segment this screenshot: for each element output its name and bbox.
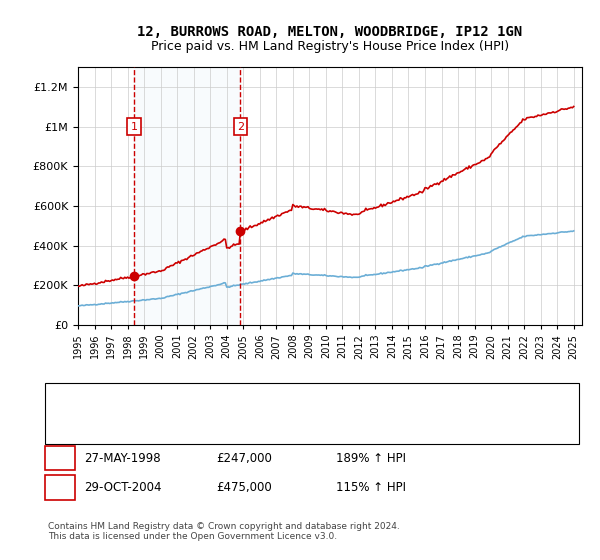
Text: 1: 1 [131,122,137,132]
Text: 2: 2 [56,480,64,494]
Text: £247,000: £247,000 [216,451,272,465]
Text: 12, BURROWS ROAD, MELTON, WOODBRIDGE, IP12 1GN: 12, BURROWS ROAD, MELTON, WOODBRIDGE, IP… [137,25,523,39]
Bar [134,67,241,325]
Text: 2: 2 [237,122,244,132]
Text: 189% ↑ HPI: 189% ↑ HPI [336,451,406,465]
Text: 29-OCT-2004: 29-OCT-2004 [84,480,161,494]
Text: 115% ↑ HPI: 115% ↑ HPI [336,480,406,494]
Text: 12, BURROWS ROAD, MELTON, WOODBRIDGE, IP12 1GN (detached house): 12, BURROWS ROAD, MELTON, WOODBRIDGE, IP… [111,394,498,404]
Text: 27-MAY-1998: 27-MAY-1998 [84,451,161,465]
Text: Contains HM Land Registry data © Crown copyright and database right 2024.
This d: Contains HM Land Registry data © Crown c… [48,522,400,542]
Text: 1: 1 [56,451,64,465]
Text: HPI: Average price, detached house, East Suffolk: HPI: Average price, detached house, East… [111,419,366,429]
Text: £475,000: £475,000 [216,480,272,494]
Text: Price paid vs. HM Land Registry's House Price Index (HPI): Price paid vs. HM Land Registry's House … [151,40,509,53]
